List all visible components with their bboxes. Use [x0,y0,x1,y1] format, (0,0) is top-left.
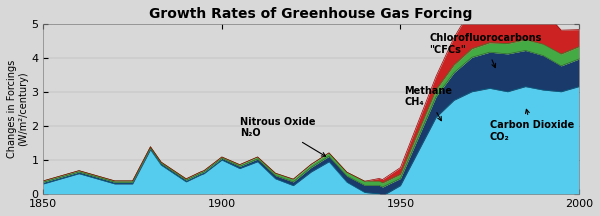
Y-axis label: Changes in Forcings
(W/m²/century): Changes in Forcings (W/m²/century) [7,60,29,158]
Title: Growth Rates of Greenhouse Gas Forcing: Growth Rates of Greenhouse Gas Forcing [149,7,473,21]
Text: Chlorofluorocarbons
"CFCs": Chlorofluorocarbons "CFCs" [429,33,541,68]
Text: Carbon Dioxide
CO₂: Carbon Dioxide CO₂ [490,109,574,141]
Text: Nitrous Oxide
N₂O: Nitrous Oxide N₂O [240,117,326,156]
Text: Methane
CH₄: Methane CH₄ [404,86,452,121]
